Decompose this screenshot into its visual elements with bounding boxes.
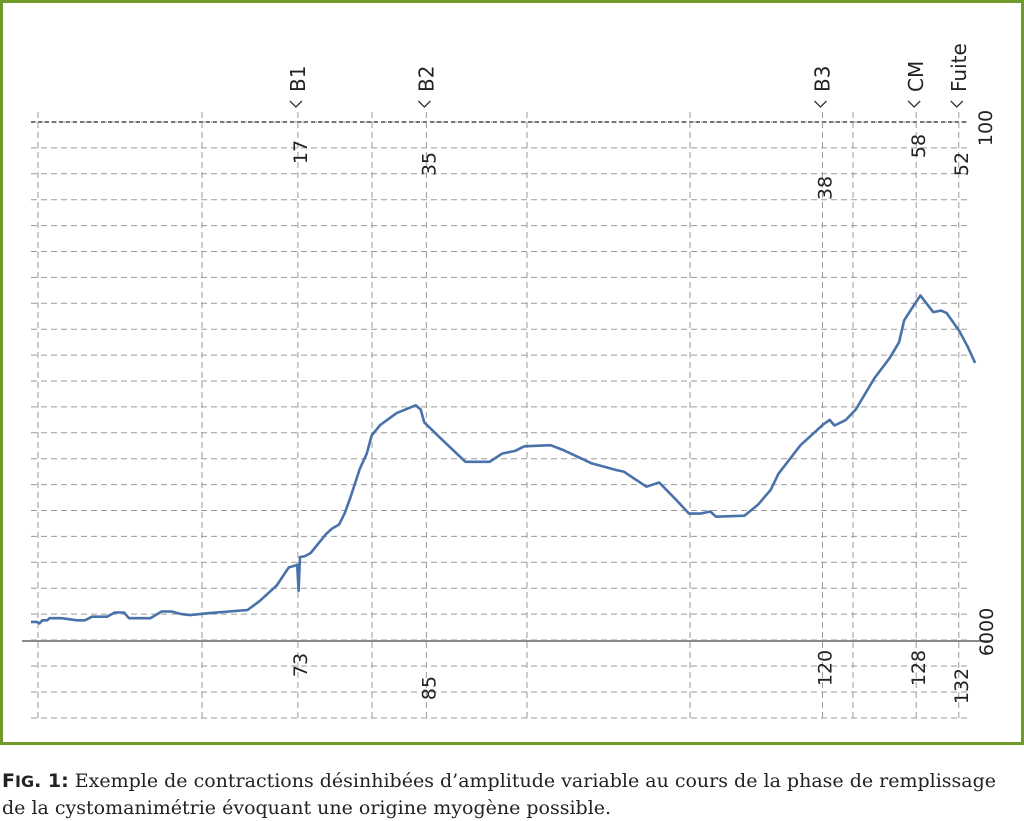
event-marker-icon	[289, 100, 303, 108]
pressure-series-line	[31, 294, 977, 625]
figure-caption: FIG. 1: Exemple de contractions désinhib…	[2, 768, 1022, 821]
caption-text: Exemple de contractions désinhibées d’am…	[2, 770, 997, 819]
event-label: Fuite	[947, 43, 971, 92]
event-bottom-value: 128	[908, 650, 930, 686]
event-label: B3	[810, 66, 834, 92]
right-axis-bottom-label: 6000	[976, 608, 998, 656]
chart-border	[0, 0, 1024, 745]
event-markers: B1 17 73 B2 35 85 B3 38 120 CM 58 128 Fuite 52 132	[286, 43, 973, 720]
figure-label: FIG. 1:	[2, 770, 69, 792]
event-marker-icon	[907, 100, 921, 108]
event-top-value: 52	[951, 152, 973, 176]
event-label: B1	[286, 66, 310, 92]
event-marker-icon	[417, 100, 431, 108]
event-top-value: 17	[290, 140, 312, 164]
grid	[31, 112, 968, 720]
event-bottom-value: 120	[814, 650, 836, 686]
event-top-value: 58	[908, 134, 930, 158]
event-bottom-value: 85	[418, 676, 440, 700]
event-top-value: 38	[814, 176, 836, 200]
right-axis-top-label: 100	[975, 110, 997, 146]
event-bottom-value: 73	[290, 653, 312, 677]
line-layer	[31, 294, 977, 625]
event-marker-icon	[814, 100, 827, 108]
event-label: CM	[904, 61, 928, 92]
event-bottom-value: 132	[951, 668, 973, 704]
event-top-value: 35	[418, 152, 440, 176]
chart-frame: B1 17 73 B2 35 85 B3 38 120 CM 58 128 Fuite 52 132 100…	[0, 0, 1024, 745]
event-label: B2	[414, 66, 438, 92]
event-marker-icon	[950, 100, 964, 108]
